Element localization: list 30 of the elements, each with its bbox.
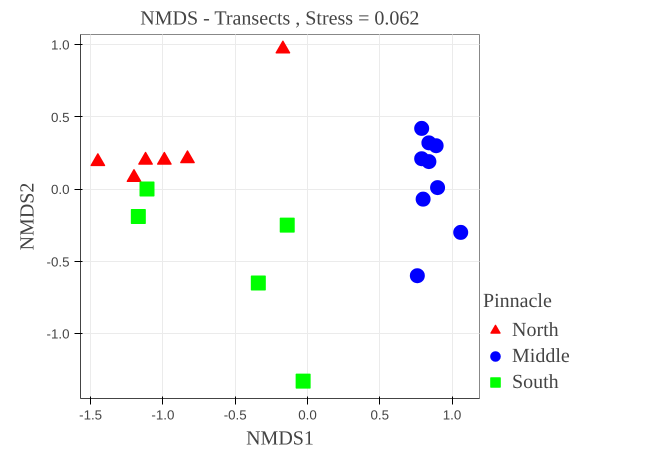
y-tick-label: -0.5 [46,254,70,270]
x-tick-label: 0.0 [298,408,317,422]
point [416,192,431,207]
point [421,154,436,170]
y-tick-label: 0.0 [50,182,70,198]
legend-label: North [512,318,559,342]
y-axis-title: NMDS2 [16,182,39,250]
point [140,182,154,197]
x-tick-label: -1.5 [79,408,102,422]
point [430,180,446,196]
point [250,275,266,290]
x-tick-label: -0.5 [224,408,247,422]
x-tick-label: -1.0 [151,408,174,422]
x-tick-label: 0.5 [370,408,390,422]
y-tick-label: -1.0 [46,326,70,342]
y-tick-label: 0.5 [50,110,70,125]
chart-title: NMDS - Transects , Stress = 0.062 [140,8,420,30]
point [414,120,430,136]
legend-label: South [512,370,559,394]
point [453,224,468,240]
y-tick-label: 1.0 [50,38,70,53]
legend-label: Middle [512,344,570,368]
point [280,218,295,233]
x-tick-label: 1.0 [442,408,462,422]
legend-title: Pinnacle [483,290,553,313]
point [296,374,311,389]
point [410,268,425,284]
point [428,138,444,154]
point [130,209,146,224]
x-axis-title: NMDS1 [246,428,314,450]
